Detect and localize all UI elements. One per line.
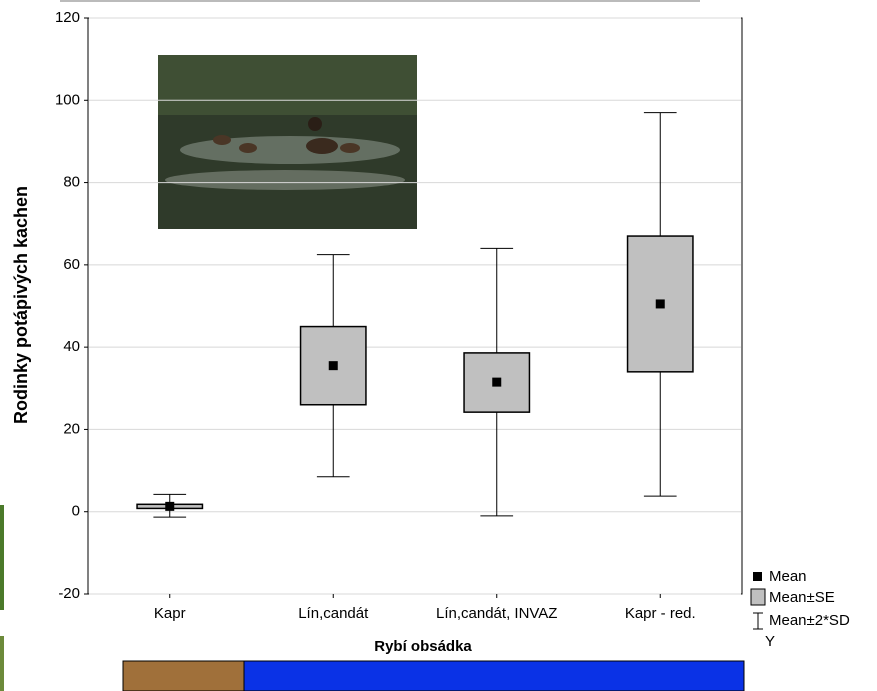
y-axis-title: Rodinky potápivých kachen	[11, 186, 31, 424]
mean-marker	[328, 361, 338, 371]
side-fragment	[0, 636, 4, 691]
y-tick-label: 100	[55, 91, 80, 108]
photo	[158, 55, 417, 229]
x-tick-label: Lín,candát, INVAZ	[436, 605, 557, 622]
legend-label: Mean	[769, 568, 807, 585]
x-tick-label: Lín,candát	[298, 605, 369, 622]
y-tick-label: 60	[63, 256, 80, 273]
y-tick-label: -20	[58, 585, 80, 602]
mean-marker	[655, 299, 665, 309]
legend-swatch	[750, 588, 766, 606]
mean-marker	[492, 377, 502, 387]
legend-label: Mean±2*SD	[769, 612, 850, 629]
y-tick-label: 0	[72, 503, 80, 520]
legend-swatch	[753, 572, 762, 581]
y-tick-label: 120	[55, 9, 80, 26]
y-tick-label: 40	[63, 338, 80, 355]
legend-label: Mean±SE	[769, 589, 835, 606]
y-tick-label: 80	[63, 174, 80, 191]
color-band	[122, 660, 245, 691]
mean-marker	[165, 501, 175, 511]
x-tick-label: Kapr	[154, 605, 186, 622]
x-tick-label: Kapr - red.	[625, 605, 696, 622]
side-fragment	[0, 505, 4, 610]
legend-caption: Y	[765, 633, 775, 650]
color-band	[243, 660, 745, 691]
y-tick-label: 20	[63, 420, 80, 437]
x-axis-title: Rybí obsádka	[374, 638, 472, 655]
